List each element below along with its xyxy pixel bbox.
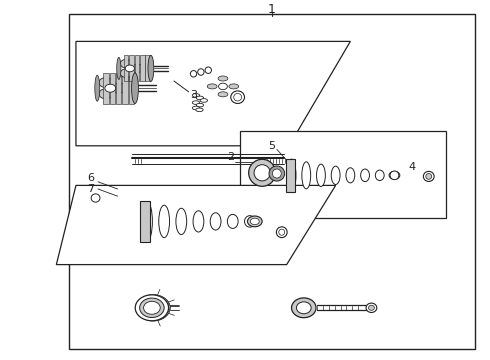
Ellipse shape — [205, 67, 212, 73]
Ellipse shape — [366, 303, 377, 312]
Ellipse shape — [331, 166, 340, 185]
Ellipse shape — [296, 302, 311, 314]
Ellipse shape — [105, 84, 116, 92]
Text: 6: 6 — [87, 173, 94, 183]
Bar — [103, 73, 109, 104]
Ellipse shape — [142, 202, 152, 241]
Polygon shape — [240, 131, 446, 218]
Bar — [135, 55, 139, 81]
Ellipse shape — [219, 83, 227, 90]
Ellipse shape — [135, 295, 169, 321]
Ellipse shape — [272, 169, 281, 178]
Bar — [124, 55, 128, 81]
Ellipse shape — [390, 171, 399, 180]
Ellipse shape — [140, 301, 169, 321]
Ellipse shape — [192, 106, 200, 110]
Ellipse shape — [95, 75, 100, 101]
Ellipse shape — [192, 101, 200, 104]
Ellipse shape — [140, 298, 164, 318]
Ellipse shape — [269, 166, 285, 181]
Ellipse shape — [125, 65, 134, 72]
Ellipse shape — [234, 94, 242, 101]
Polygon shape — [56, 185, 336, 265]
Text: 3: 3 — [190, 90, 197, 100]
Ellipse shape — [317, 164, 325, 186]
Ellipse shape — [143, 299, 170, 320]
Ellipse shape — [131, 73, 139, 104]
Bar — [129, 55, 134, 81]
Ellipse shape — [120, 59, 132, 68]
Ellipse shape — [389, 171, 400, 179]
Ellipse shape — [361, 169, 369, 182]
Ellipse shape — [218, 92, 228, 97]
Bar — [122, 73, 128, 104]
Ellipse shape — [143, 297, 171, 319]
Bar — [116, 73, 122, 104]
Ellipse shape — [276, 227, 287, 238]
Ellipse shape — [368, 305, 374, 310]
Ellipse shape — [207, 84, 217, 89]
Ellipse shape — [302, 162, 311, 189]
Ellipse shape — [148, 55, 154, 81]
Ellipse shape — [91, 194, 100, 202]
Ellipse shape — [140, 294, 169, 315]
Ellipse shape — [231, 91, 245, 104]
Ellipse shape — [120, 69, 132, 77]
Text: 7: 7 — [87, 184, 94, 194]
Ellipse shape — [279, 229, 285, 235]
Text: 1: 1 — [268, 3, 276, 15]
Ellipse shape — [196, 108, 203, 112]
Ellipse shape — [210, 213, 221, 230]
Polygon shape — [76, 41, 350, 146]
Bar — [140, 55, 145, 81]
Bar — [146, 55, 150, 81]
Ellipse shape — [229, 84, 239, 89]
Bar — [286, 159, 295, 192]
Ellipse shape — [245, 216, 255, 227]
Ellipse shape — [249, 159, 275, 186]
Ellipse shape — [292, 298, 316, 318]
Ellipse shape — [99, 89, 113, 99]
Ellipse shape — [131, 64, 143, 73]
Ellipse shape — [375, 170, 384, 181]
Ellipse shape — [197, 69, 204, 75]
Text: 2: 2 — [227, 152, 234, 162]
Ellipse shape — [144, 301, 160, 314]
Bar — [110, 73, 115, 104]
Bar — [140, 201, 150, 242]
Text: 5: 5 — [269, 141, 275, 151]
Ellipse shape — [190, 71, 197, 77]
Ellipse shape — [218, 76, 228, 81]
Ellipse shape — [196, 96, 204, 100]
Ellipse shape — [426, 174, 432, 179]
Ellipse shape — [193, 211, 204, 232]
Ellipse shape — [143, 296, 170, 316]
Ellipse shape — [254, 165, 270, 181]
Ellipse shape — [159, 205, 170, 238]
Ellipse shape — [287, 159, 296, 192]
Ellipse shape — [192, 94, 200, 97]
Ellipse shape — [196, 103, 204, 107]
Ellipse shape — [423, 171, 434, 181]
Ellipse shape — [247, 216, 262, 227]
Text: 4: 4 — [408, 162, 415, 172]
Ellipse shape — [346, 168, 355, 183]
Bar — [128, 73, 134, 104]
Ellipse shape — [200, 99, 208, 102]
Ellipse shape — [176, 208, 187, 235]
Bar — [69, 14, 475, 349]
Ellipse shape — [250, 218, 259, 225]
Ellipse shape — [227, 214, 238, 229]
Ellipse shape — [99, 77, 113, 87]
Ellipse shape — [117, 57, 121, 80]
Ellipse shape — [112, 83, 126, 93]
